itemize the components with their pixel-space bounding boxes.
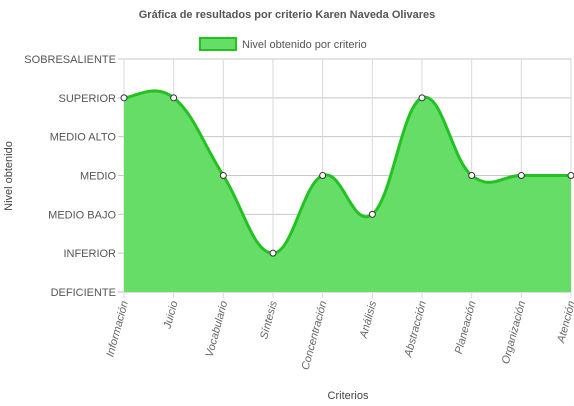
data-point[interactable] <box>219 172 227 179</box>
x-tick-label: Juicio <box>161 300 180 331</box>
data-point[interactable] <box>567 172 574 179</box>
data-point[interactable] <box>120 94 128 102</box>
y-axis-label: Nivel obtenido <box>3 141 15 211</box>
x-axis-ticks: Información Juicio Vocabulario Síntesis Conc… <box>104 299 574 371</box>
data-point[interactable] <box>517 172 525 179</box>
legend[interactable]: Nivel obtenido por criterio <box>199 37 367 51</box>
series-line <box>123 89 571 255</box>
x-tick-label: Abstracción <box>402 300 429 360</box>
y-tick-label: MEDIO <box>80 171 117 183</box>
data-point[interactable] <box>418 94 426 102</box>
y-tick-label: MEDIO ALTO <box>50 132 117 144</box>
legend-swatch <box>199 37 237 51</box>
y-tick-label: SOBRESALIENTE <box>24 54 116 66</box>
x-tick-label: Concentración <box>300 300 330 372</box>
x-tick-label: Información <box>104 300 130 359</box>
y-tick-label: MEDIO BAJO <box>48 209 116 221</box>
data-point[interactable] <box>170 94 178 102</box>
data-point[interactable] <box>468 172 476 179</box>
data-point[interactable] <box>319 172 327 179</box>
x-tick-label: Organización <box>500 300 528 366</box>
x-tick-label: Vocabulario <box>204 300 231 359</box>
y-tick-label: SUPERIOR <box>59 93 117 105</box>
chart-title: Gráfica de resultados por criterio Karen… <box>139 9 436 21</box>
data-point[interactable] <box>368 210 376 218</box>
y-tick-label: DEFICIENTE <box>51 287 116 299</box>
y-axis-ticks: DEFICIENTE INFERIOR MEDIO BAJO MEDIO MEDIO A… <box>24 54 116 299</box>
x-tick-label: Síntesis <box>258 299 280 340</box>
series-points <box>120 94 574 257</box>
data-point[interactable] <box>269 249 277 257</box>
series-area-fill <box>124 90 571 293</box>
y-tick-label: INFERIOR <box>63 248 116 260</box>
x-tick-label: Atención <box>555 300 574 345</box>
series-area <box>123 89 571 293</box>
legend-label: Nivel obtenido por criterio <box>242 39 367 51</box>
x-axis-label: Criterios <box>328 390 369 402</box>
x-tick-label: Análisis <box>358 299 380 340</box>
x-tick-label: Planeación <box>453 300 479 356</box>
